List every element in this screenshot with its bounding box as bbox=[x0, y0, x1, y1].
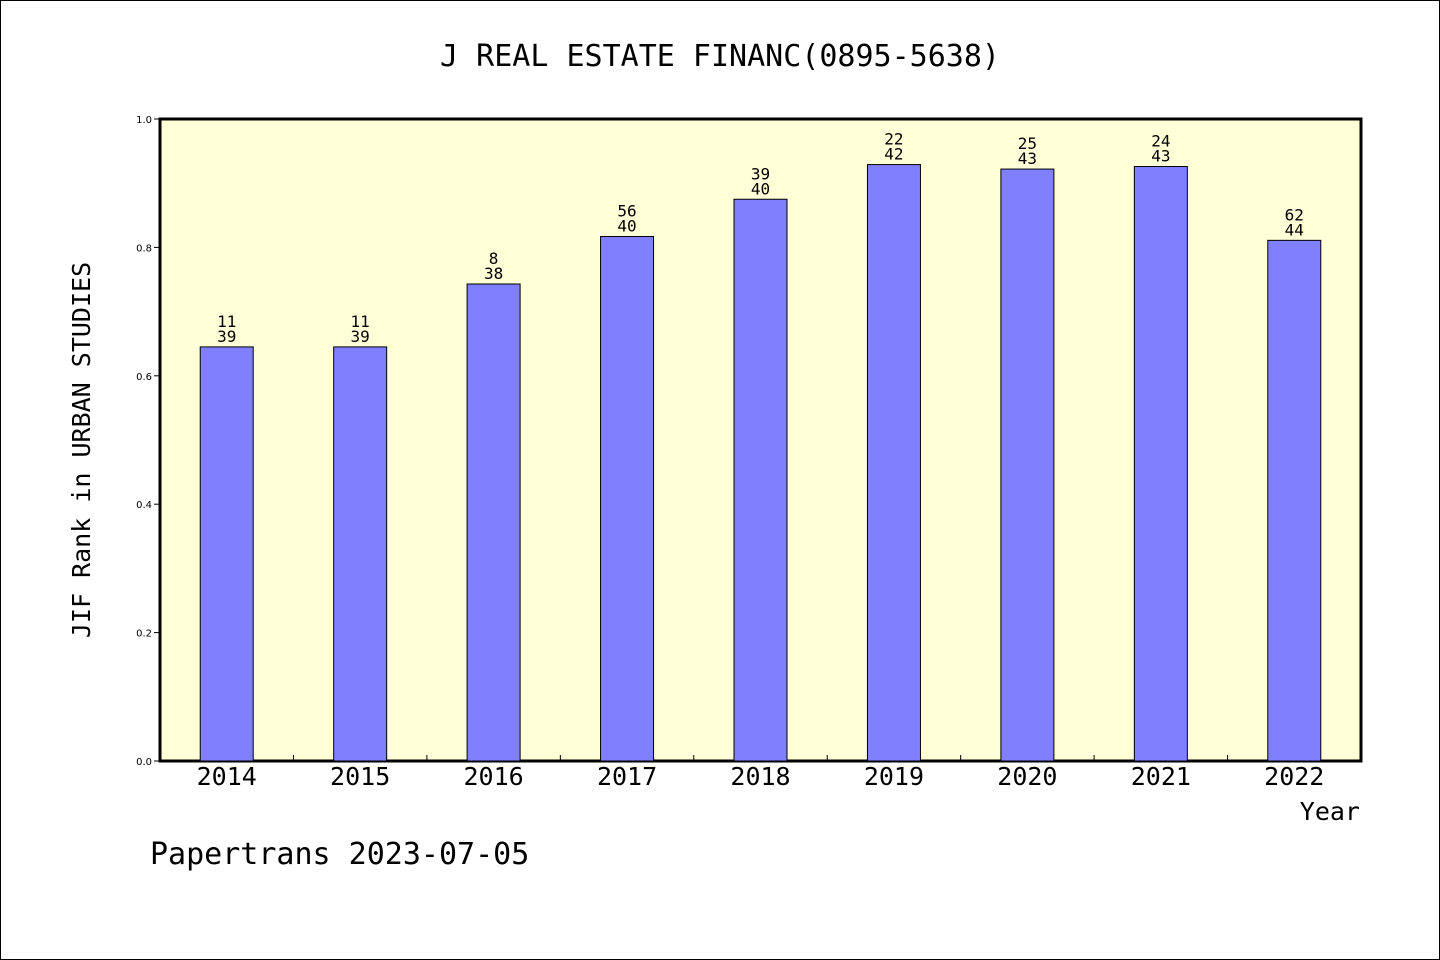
y-tick-label: 0.4 bbox=[136, 500, 152, 511]
bar-2020 bbox=[1000, 168, 1055, 762]
x-tick-label: 2019 bbox=[864, 762, 924, 791]
y-tick-label: 0.2 bbox=[136, 629, 152, 640]
bar-2022 bbox=[1267, 239, 1322, 762]
bar-label-top: 62 bbox=[1285, 205, 1304, 224]
bar-2018 bbox=[733, 198, 788, 762]
bar-label-top: 11 bbox=[217, 312, 236, 331]
y-tick-label: 0.6 bbox=[136, 372, 152, 383]
x-tick-label: 2015 bbox=[330, 762, 390, 791]
x-tick-label: 2016 bbox=[464, 762, 524, 791]
bar-label-top: 56 bbox=[617, 201, 636, 220]
y-tick-label: 0.8 bbox=[136, 243, 152, 254]
bar-label-top: 11 bbox=[351, 312, 370, 331]
x-tick-label: 2020 bbox=[997, 762, 1057, 791]
x-tick-label: 2014 bbox=[197, 762, 257, 791]
x-axis-label: Year bbox=[1300, 797, 1360, 826]
bar-label-bottom: 40 bbox=[617, 216, 636, 235]
x-tick-label: 2017 bbox=[597, 762, 657, 791]
x-tick-label: 2018 bbox=[730, 762, 790, 791]
bar-label-bottom: 40 bbox=[751, 179, 770, 198]
bar-label-bottom: 44 bbox=[1285, 220, 1304, 239]
y-tick-label: 0.0 bbox=[136, 757, 152, 768]
bar-label-top: 25 bbox=[1018, 134, 1037, 153]
x-tick-label: 2022 bbox=[1264, 762, 1324, 791]
bar-label-bottom: 43 bbox=[1018, 149, 1037, 168]
y-axis: 0.0 0.2 0.4 0.6 0.8 1.0 bbox=[136, 115, 160, 768]
bar-2016 bbox=[466, 283, 521, 762]
footer-text: Papertrans 2023-07-05 bbox=[150, 837, 529, 872]
bar-label-bottom: 42 bbox=[884, 145, 903, 164]
bar-label-top: 8 bbox=[489, 249, 499, 268]
bar-label-bottom: 39 bbox=[351, 327, 370, 346]
bar-2019 bbox=[866, 164, 921, 762]
y-axis-label: JIF Rank in URBAN STUDIES bbox=[67, 262, 96, 638]
bar-2015 bbox=[333, 346, 388, 762]
bar-label-top: 39 bbox=[751, 164, 770, 183]
chart-title: J REAL ESTATE FINANC(0895-5638) bbox=[440, 39, 1000, 74]
bar-label-top: 22 bbox=[884, 130, 903, 149]
bar-label-bottom: 38 bbox=[484, 264, 503, 283]
x-axis: 2014 2015 2016 2017 2018 2019 2020 2021 2022 bbox=[197, 755, 1324, 791]
bar-label-bottom: 43 bbox=[1151, 147, 1170, 166]
bar-2021 bbox=[1133, 166, 1188, 762]
bar-label-bottom: 39 bbox=[217, 327, 236, 346]
bar-2017 bbox=[600, 235, 655, 762]
y-tick-label: 1.0 bbox=[136, 115, 152, 126]
bar-2014 bbox=[199, 346, 254, 762]
x-tick-label: 2021 bbox=[1131, 762, 1191, 791]
bar-label-top: 24 bbox=[1151, 132, 1170, 151]
